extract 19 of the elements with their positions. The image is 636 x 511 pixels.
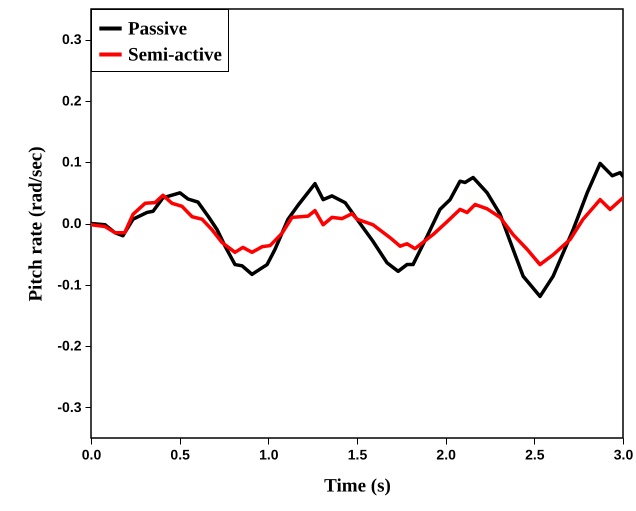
legend-label: Semi-active <box>128 44 222 66</box>
x-tick-label: 2.5 <box>525 446 545 462</box>
line-series <box>91 194 623 266</box>
y-tick-label: 0.2 <box>62 92 82 108</box>
x-tick-label: 2.0 <box>436 446 456 462</box>
y-tick-label: 0.0 <box>62 215 82 231</box>
y-tick-label: 0.1 <box>62 154 82 170</box>
legend-label: Passive <box>128 18 188 40</box>
x-tick-label: 1.0 <box>259 446 279 462</box>
y-tick-label: -0.1 <box>57 276 82 292</box>
y-tick-label: 0.3 <box>62 31 82 48</box>
x-axis-title: Time (s) <box>324 476 391 496</box>
y-tick-label: -0.3 <box>57 398 82 415</box>
x-tick-label: 0.5 <box>170 446 190 462</box>
x-tick-label: 0.0 <box>82 446 102 462</box>
x-tick-label: 3.0 <box>614 446 634 462</box>
y-axis-title: Pitch rate (rad/sec) <box>25 146 46 302</box>
x-tick-label: 1.5 <box>348 446 368 462</box>
y-tick-label: -0.2 <box>57 338 82 354</box>
